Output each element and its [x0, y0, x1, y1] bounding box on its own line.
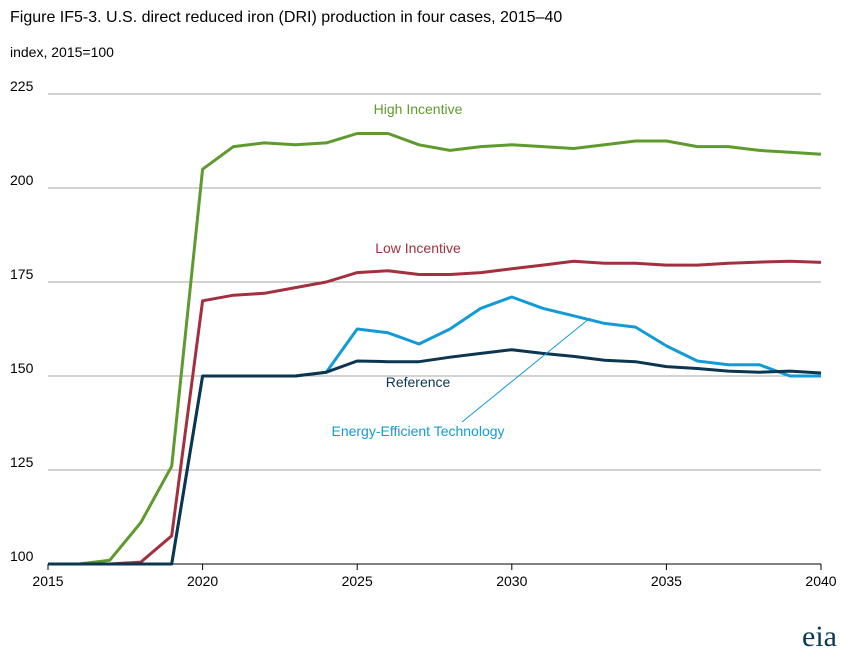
series-label-reference: Reference [386, 374, 451, 390]
eia-logo: eia [802, 620, 837, 653]
series-label-energy-efficient-technology: Energy-Efficient Technology [331, 423, 504, 439]
x-tick-label: 2030 [496, 573, 527, 589]
series-label-high-incentive: High Incentive [374, 101, 463, 117]
y-tick-label: 100 [10, 548, 34, 564]
chart-title: Figure IF5-3. U.S. direct reduced iron (… [10, 9, 563, 26]
y-tick-label: 125 [10, 454, 34, 470]
x-tick-label: 2040 [805, 573, 836, 589]
series-label-low-incentive: Low Incentive [375, 240, 461, 256]
series-line-reference [48, 348, 822, 566]
y-tick-label: 150 [10, 360, 34, 376]
y-tick-label: 200 [10, 172, 34, 188]
annotation-leader-line [461, 317, 591, 423]
x-tick-label: 2025 [342, 573, 373, 589]
y-tick-label: 175 [10, 266, 34, 282]
y-tick-label: 225 [10, 78, 34, 94]
series-line-low-incentive [48, 259, 822, 566]
chart-subtitle: index, 2015=100 [10, 44, 114, 60]
x-tick-label: 2015 [32, 573, 63, 589]
x-tick-label: 2035 [651, 573, 682, 589]
series-line-high-incentive [48, 132, 822, 566]
x-tick-label: 2020 [187, 573, 218, 589]
